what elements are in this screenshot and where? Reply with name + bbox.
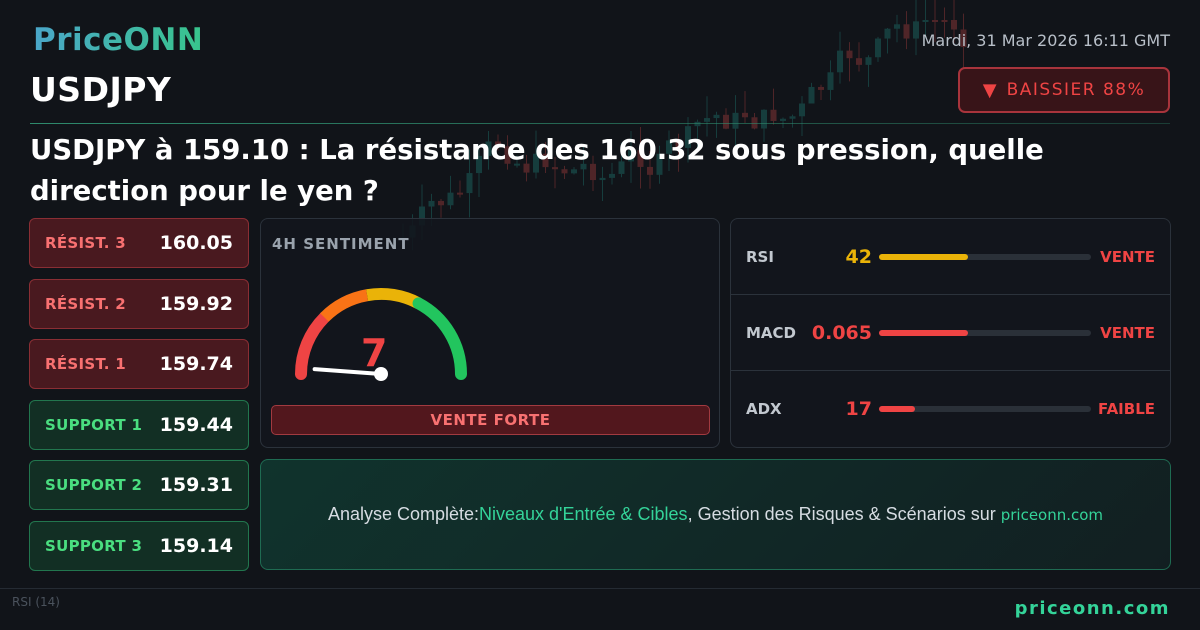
candle-body	[846, 50, 853, 59]
candle-body	[770, 109, 777, 121]
candle-body	[780, 118, 786, 121]
candle-body	[837, 50, 843, 73]
indicator-fill	[879, 329, 969, 336]
candle-body	[818, 86, 824, 90]
candle-body	[723, 114, 729, 129]
gauge-score: 7	[361, 331, 388, 375]
badge-text: BAISSIER 88%	[1006, 80, 1146, 100]
level-value: 159.44	[159, 413, 233, 436]
candle-body	[742, 112, 748, 118]
candle-body	[922, 20, 929, 22]
level-support-3: SUPPORT 3 159.14	[29, 520, 249, 571]
indicator-name: MACD	[746, 323, 796, 342]
indicator-name: ADX	[746, 400, 782, 418]
sentiment-title: 4H SENTIMENT	[272, 235, 410, 253]
candle-body	[789, 116, 796, 119]
indicator-value: 0.065	[811, 321, 872, 344]
sentiment-gauge	[295, 288, 467, 381]
indicator-row-adx: ADX 17 FAIBLE	[731, 371, 1170, 447]
indicator-track	[879, 253, 1091, 260]
candle-body	[932, 20, 938, 22]
level-label: RÉSIST. 1	[45, 355, 126, 374]
cta-prefix: Analyse Complète:	[327, 504, 480, 524]
indicator-signal: FAIBLE	[1098, 400, 1155, 418]
logo: PriceONN	[33, 22, 204, 58]
gauge-segment	[320, 289, 369, 322]
level-value: 159.31	[159, 474, 233, 497]
level-value: 159.74	[159, 353, 233, 376]
candle-body	[799, 103, 805, 117]
level-resistance-3: RÉSIST. 3 160.05	[29, 218, 249, 268]
candle-body	[951, 20, 957, 30]
level-support-1: SUPPORT 1 159.44	[29, 399, 249, 450]
candle-body	[732, 112, 739, 129]
level-label: SUPPORT 3	[45, 536, 143, 555]
level-value: 160.05	[159, 232, 233, 254]
symbol-title: USDJPY	[30, 70, 172, 109]
indicator-fill	[879, 253, 969, 260]
level-label: RÉSIST. 2	[45, 294, 126, 313]
indicator-signal: VENTE	[1100, 323, 1155, 342]
indicator-signal: VENTE	[1100, 247, 1155, 266]
indicators-card: RSI 42 VENTE MACD 0.065 VENTE ADX 17 FAI…	[730, 218, 1171, 448]
candle-body	[704, 118, 710, 122]
level-resistance-1: RÉSIST. 1 159.74	[29, 339, 249, 390]
level-label: SUPPORT 2	[45, 476, 143, 495]
level-resistance-2: RÉSIST. 2 159.92	[29, 278, 249, 329]
candle-body	[875, 38, 881, 58]
sentiment-badge: ▼ BAISSIER 88%	[958, 67, 1170, 113]
indicator-fill	[879, 406, 916, 412]
headline: USDJPY à 159.10 : La résistance des 160.…	[30, 134, 1044, 207]
indicator-row-macd: MACD 0.065 VENTE	[731, 295, 1170, 371]
datetime: Mardi, 31 Mar 2026 16:11 GMT	[921, 31, 1170, 50]
level-value: 159.92	[159, 292, 233, 315]
indicator-track	[879, 406, 1091, 412]
candle-body	[761, 109, 767, 129]
gauge-segment	[295, 311, 331, 380]
candle-body	[903, 24, 910, 39]
level-support-2: SUPPORT 2 159.31	[29, 460, 249, 511]
gauge-needle	[312, 367, 383, 376]
gauge-segment	[412, 297, 467, 380]
level-value: 159.14	[159, 534, 233, 557]
gauge-pivot	[374, 367, 388, 381]
footer-domain-link[interactable]: priceonn.com	[1014, 598, 1170, 619]
sentiment-card: 4H SENTIMENT 7 VENTE FORTE	[260, 218, 720, 448]
footer-divider	[0, 588, 1200, 589]
level-label: SUPPORT 1	[45, 415, 143, 434]
indicator-value: 17	[845, 398, 872, 420]
rsi-period: (14)	[35, 595, 60, 609]
gauge-segment	[366, 288, 422, 309]
background-rsi-label: RSI (14)	[12, 595, 60, 609]
candle-body	[808, 86, 815, 104]
candle-body	[856, 58, 862, 65]
cta-banner[interactable]: Analyse Complète: Niveaux d'Entrée & Cib…	[260, 459, 1171, 570]
candle-body	[941, 20, 948, 22]
header-divider	[30, 123, 1170, 124]
candle-body	[865, 57, 872, 65]
indicator-track	[879, 329, 1091, 336]
level-label: RÉSIST. 3	[45, 234, 126, 252]
indicator-name: RSI	[746, 247, 774, 266]
candle-body	[713, 114, 720, 119]
candle-body	[884, 28, 891, 39]
sentiment-label: VENTE FORTE	[271, 405, 710, 435]
cta-highlight: Niveaux d'Entrée & Cibles	[479, 504, 688, 524]
indicator-value: 42	[845, 245, 872, 268]
candle-body	[913, 21, 919, 39]
levels-list: RÉSIST. 3 160.05 RÉSIST. 2 159.92 RÉSIST…	[29, 218, 249, 582]
candle-body	[827, 72, 834, 90]
cta-domain-link[interactable]: priceonn.com	[1000, 505, 1104, 524]
rsi-label: RSI	[12, 595, 32, 609]
candle-body	[894, 24, 900, 29]
triangle-down-icon: ▼	[982, 79, 997, 101]
indicator-row-rsi: RSI 42 VENTE	[731, 219, 1170, 295]
cta-middle: , Gestion des Risques & Scénarios sur	[687, 504, 996, 524]
